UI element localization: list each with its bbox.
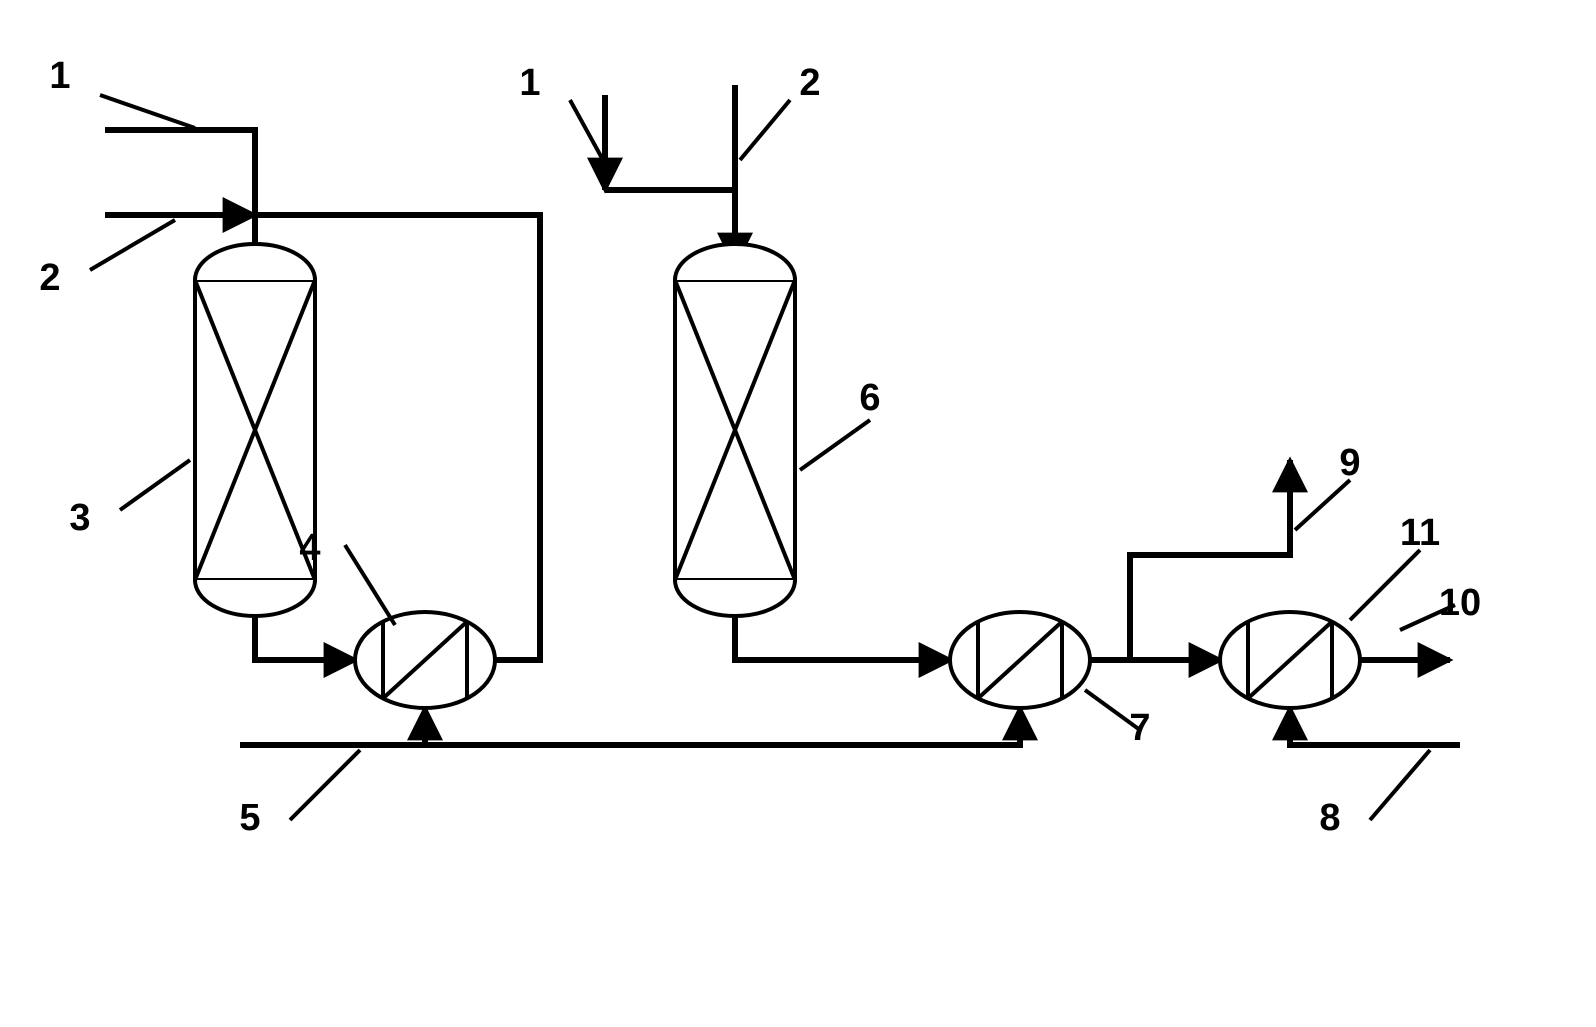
vessel-v3 <box>195 244 315 616</box>
label-4: 4 <box>299 527 320 569</box>
label-1b: 1 <box>519 62 540 104</box>
exchanger-hx11 <box>1220 612 1360 708</box>
exchanger-hx4 <box>355 612 495 708</box>
label-9: 9 <box>1339 442 1360 484</box>
exchanger-hx7 <box>950 612 1090 708</box>
label-2a: 2 <box>39 257 60 299</box>
label-7: 7 <box>1129 707 1150 749</box>
label-10: 10 <box>1439 582 1481 624</box>
label-8: 8 <box>1319 797 1340 839</box>
vessel-v6 <box>675 244 795 616</box>
label-11: 11 <box>1400 512 1440 554</box>
label-3: 3 <box>69 497 90 539</box>
label-2b: 2 <box>799 62 820 104</box>
label-5: 5 <box>239 797 260 839</box>
label-6: 6 <box>859 377 880 419</box>
label-1a: 1 <box>49 55 70 97</box>
